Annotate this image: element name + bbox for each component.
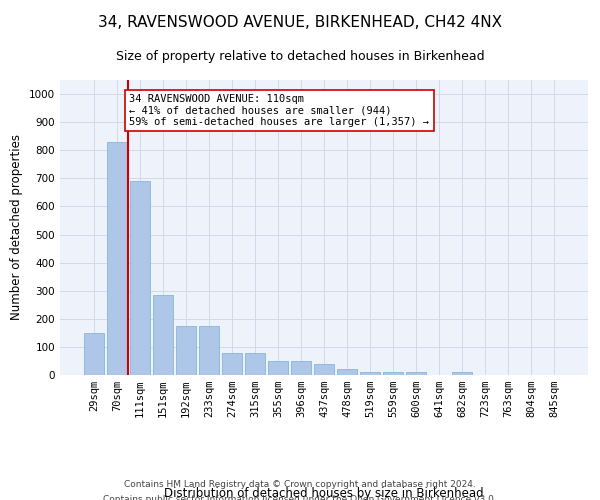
Text: 34 RAVENSWOOD AVENUE: 110sqm
← 41% of detached houses are smaller (944)
59% of s: 34 RAVENSWOOD AVENUE: 110sqm ← 41% of de… bbox=[130, 94, 430, 127]
Bar bbox=[245, 353, 265, 375]
Bar bbox=[406, 372, 426, 375]
Bar bbox=[360, 372, 380, 375]
Bar bbox=[452, 372, 472, 375]
Bar bbox=[176, 326, 196, 375]
Text: Contains HM Land Registry data © Crown copyright and database right 2024.: Contains HM Land Registry data © Crown c… bbox=[124, 480, 476, 489]
Bar bbox=[291, 361, 311, 375]
Text: Size of property relative to detached houses in Birkenhead: Size of property relative to detached ho… bbox=[116, 50, 484, 63]
Bar bbox=[153, 296, 173, 375]
Bar bbox=[107, 142, 127, 375]
Bar bbox=[314, 364, 334, 375]
Bar bbox=[199, 326, 218, 375]
Bar bbox=[383, 372, 403, 375]
Text: Contains public sector information licensed under the Open Government Licence v3: Contains public sector information licen… bbox=[103, 495, 497, 500]
Bar bbox=[268, 361, 288, 375]
Y-axis label: Number of detached properties: Number of detached properties bbox=[10, 134, 23, 320]
Bar bbox=[222, 352, 242, 375]
X-axis label: Distribution of detached houses by size in Birkenhead: Distribution of detached houses by size … bbox=[164, 487, 484, 500]
Text: 34, RAVENSWOOD AVENUE, BIRKENHEAD, CH42 4NX: 34, RAVENSWOOD AVENUE, BIRKENHEAD, CH42 … bbox=[98, 15, 502, 30]
Bar bbox=[337, 370, 357, 375]
Bar bbox=[84, 333, 104, 375]
Bar bbox=[130, 181, 149, 375]
